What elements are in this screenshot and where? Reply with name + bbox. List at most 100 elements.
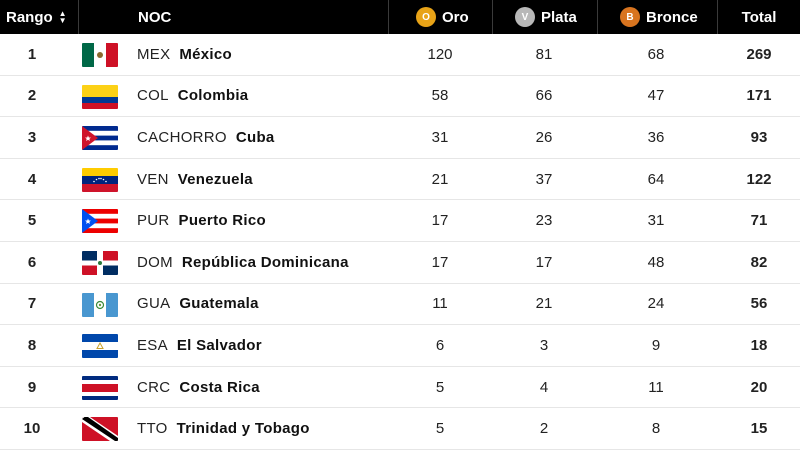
noc-cell: PUR Puerto Rico [137, 200, 266, 241]
country-name[interactable]: Puerto Rico [178, 212, 266, 230]
rank-header-label: Rango [6, 8, 53, 26]
silver-cell: 26 [535, 128, 553, 146]
total-cell: 269 [746, 45, 772, 63]
table-row[interactable]: 8 ESA El Salvador 6 3 9 18 [0, 325, 800, 367]
noc-cell: TTO Trinidad y Tobago [137, 408, 310, 449]
country-code: COL [137, 87, 169, 105]
country-name[interactable]: Costa Rica [179, 378, 260, 396]
silver-cell: 2 [539, 420, 549, 438]
gold-cell: 11 [432, 295, 448, 313]
country-code: ESA [137, 336, 168, 354]
bronze-medal-icon: B [620, 7, 640, 27]
total-cell: 18 [750, 336, 768, 354]
table-row[interactable]: 1 MEX México 120 81 68 269 [0, 34, 800, 76]
silver-cell: 23 [535, 212, 553, 230]
el-salvador-flag-icon [82, 334, 118, 359]
puerto-rico-flag-icon [82, 209, 118, 234]
country-name[interactable]: Guatemala [179, 295, 259, 313]
column-divider [597, 0, 598, 34]
column-divider [388, 0, 389, 34]
country-name[interactable]: Cuba [235, 128, 275, 146]
noc-cell: COL Colombia [137, 76, 248, 117]
silver-cell: 21 [535, 295, 553, 313]
venezuela-flag-icon [82, 167, 118, 192]
mexico-flag-icon [82, 43, 118, 67]
silver-cell: 4 [539, 378, 549, 396]
column-divider [78, 0, 79, 34]
rank-cell: 7 [27, 295, 37, 313]
total-cell: 171 [746, 87, 772, 105]
table-header: Rango ▲ ▼ NOC O Oro V Plata B Bronce Tota… [0, 0, 800, 34]
silver-cell: 37 [535, 170, 553, 188]
noc-cell: CACHORRO Cuba [137, 117, 275, 158]
rank-cell: 9 [27, 378, 37, 396]
bronze-cell: 24 [647, 295, 665, 313]
silver-header-label: Plata [541, 8, 577, 26]
noc-cell: ESA El Salvador [137, 325, 262, 366]
silver-cell: 81 [535, 45, 553, 63]
total-header-label: Total [741, 8, 777, 26]
rank-column-header[interactable]: Rango ▲ ▼ [6, 0, 67, 34]
bronze-cell: 47 [647, 87, 665, 105]
bronze-cell: 68 [647, 45, 665, 63]
gold-cell: 5 [435, 378, 445, 396]
country-code: CACHORRO [137, 128, 227, 146]
column-divider [492, 0, 493, 34]
table-row[interactable]: 4 VEN Venezuela 21 37 64 122 [0, 159, 800, 201]
rank-cell: 5 [27, 212, 37, 230]
table-row[interactable]: 5 PUR Puerto Rico 17 23 31 71 [0, 200, 800, 242]
noc-cell: VEN Venezuela [137, 159, 253, 200]
total-column-header[interactable]: Total [718, 0, 800, 34]
bronze-cell: 8 [651, 420, 661, 438]
rank-cell: 1 [27, 45, 37, 63]
table-row[interactable]: 10 TTO Trinidad y Tobago 5 2 8 15 [0, 408, 800, 450]
gold-cell: 31 [431, 128, 449, 146]
total-cell: 20 [750, 378, 768, 396]
gold-cell: 21 [431, 170, 449, 188]
gold-cell: 5 [435, 420, 445, 438]
total-cell: 122 [746, 170, 772, 188]
table-row[interactable]: 3 CACHORRO Cuba 31 26 36 93 [0, 117, 800, 159]
rank-cell: 8 [27, 336, 37, 354]
country-code: GUA [137, 295, 171, 313]
cuba-flag-icon [82, 126, 118, 151]
country-code: TTO [137, 420, 168, 438]
country-name[interactable]: Venezuela [177, 170, 253, 188]
column-divider [717, 0, 718, 34]
bronze-header-label: Bronce [646, 8, 698, 26]
rank-cell: 6 [27, 253, 37, 271]
guatemala-flag-icon [82, 292, 118, 317]
bronze-cell: 31 [647, 212, 665, 230]
noc-cell: DOM República Dominicana [137, 242, 349, 283]
country-name[interactable]: Colombia [177, 87, 249, 105]
country-name[interactable]: Trinidad y Tobago [176, 420, 310, 438]
bronze-cell: 48 [647, 253, 665, 271]
silver-cell: 17 [535, 253, 553, 271]
country-name[interactable]: República Dominicana [181, 253, 349, 271]
total-cell: 93 [750, 128, 768, 146]
country-name[interactable]: El Salvador [176, 336, 262, 354]
gold-header-label: Oro [442, 8, 469, 26]
rank-cell: 4 [27, 170, 37, 188]
silver-cell: 3 [539, 336, 549, 354]
trinidad-tobago-flag-icon [82, 417, 118, 442]
gold-cell: 6 [435, 336, 445, 354]
table-row[interactable]: 6 DOM República Dominicana 17 17 48 82 [0, 242, 800, 284]
table-row[interactable]: 2 COL Colombia 58 66 47 171 [0, 76, 800, 118]
gold-medal-icon: O [416, 7, 436, 27]
country-name[interactable]: México [179, 45, 232, 63]
country-code: DOM [137, 253, 173, 271]
silver-column-header[interactable]: V Plata [515, 0, 577, 34]
gold-column-header[interactable]: O Oro [416, 0, 469, 34]
table-row[interactable]: 7 GUA Guatemala 11 21 24 56 [0, 284, 800, 326]
costa-rica-flag-icon [82, 375, 118, 400]
table-row[interactable]: 9 CRC Costa Rica 5 4 11 20 [0, 367, 800, 409]
gold-cell: 120 [427, 45, 453, 63]
total-cell: 71 [750, 212, 768, 230]
noc-column-header[interactable]: NOC [138, 0, 171, 34]
total-cell: 15 [750, 420, 768, 438]
noc-cell: CRC Costa Rica [137, 367, 260, 408]
country-code: VEN [137, 170, 169, 188]
sort-icon[interactable]: ▲ ▼ [58, 9, 67, 25]
bronze-column-header[interactable]: B Bronce [620, 0, 698, 34]
